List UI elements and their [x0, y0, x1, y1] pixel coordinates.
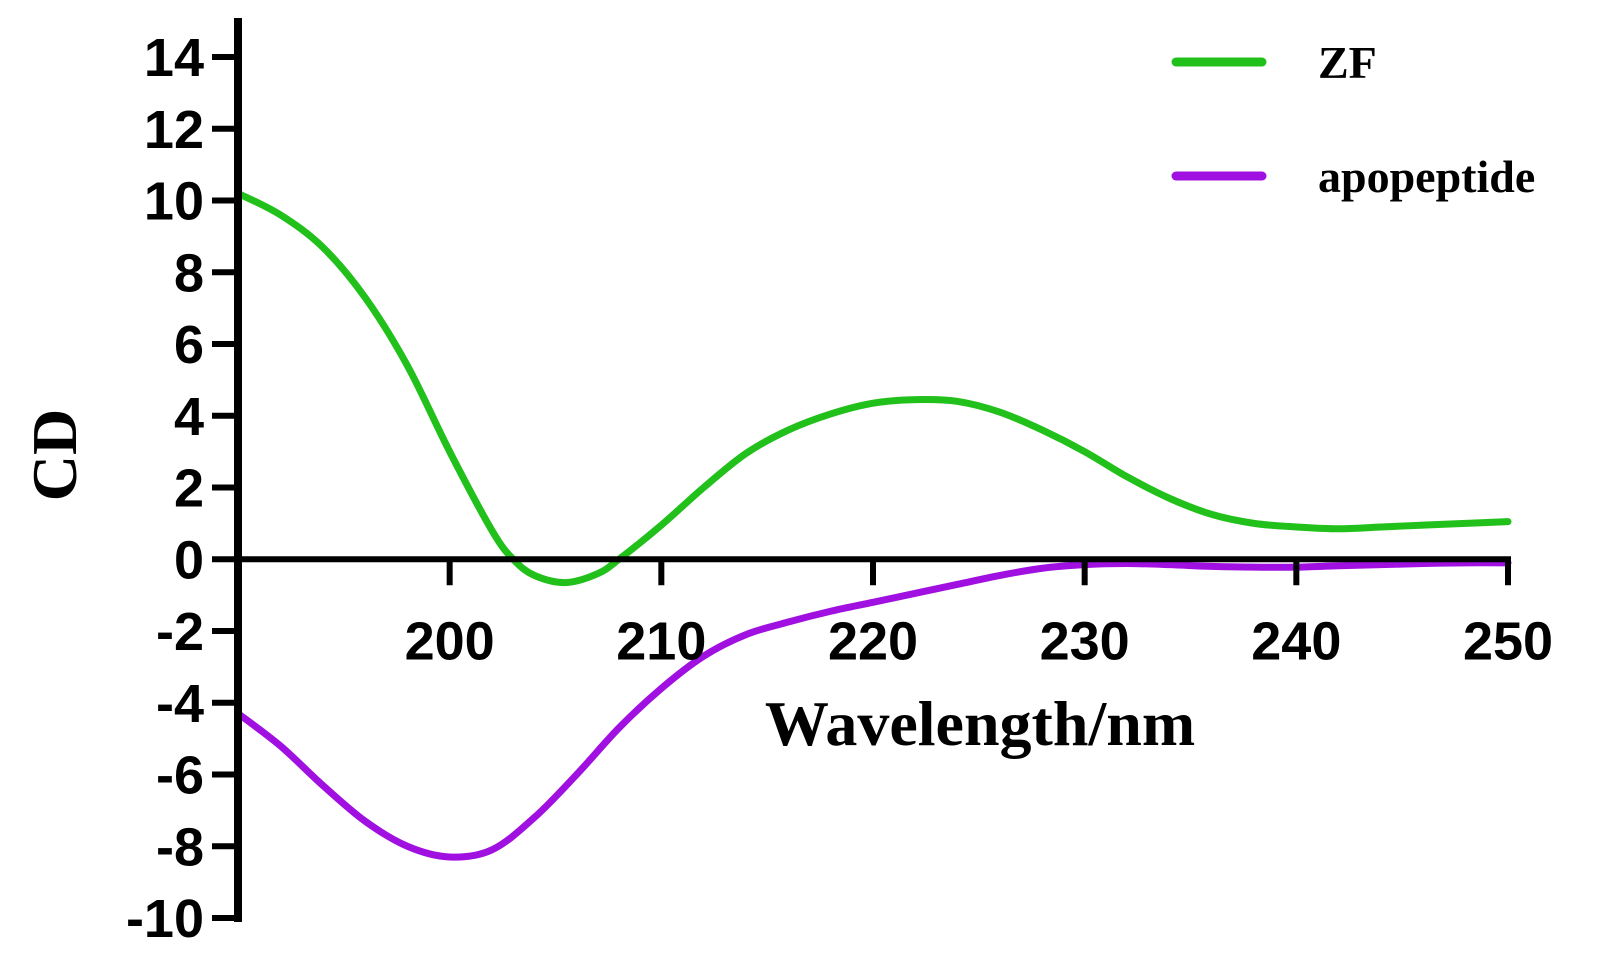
y-axis-title: CD [19, 409, 90, 501]
y-tick-label: 4 [174, 387, 204, 447]
y-ticks: 14 12 10 8 6 4 2 0 -2 -4 -6 -8 -10 [126, 28, 238, 949]
y-tick-label: 10 [144, 172, 204, 232]
x-tick-label: 230 [1040, 611, 1130, 671]
y-tick-label: 8 [174, 243, 204, 303]
y-tick-label: 14 [144, 28, 204, 88]
y-tick-label: -2 [156, 602, 204, 662]
y-tick-label: 6 [174, 315, 204, 375]
y-tick-label: -6 [156, 746, 204, 806]
series-line-zf [234, 189, 1512, 587]
x-axis-title: Wavelength/nm [765, 688, 1195, 759]
legend-label: ZF [1318, 37, 1377, 88]
x-ticks: 200 210 220 230 240 250 [405, 559, 1553, 671]
y-tick-label: -10 [126, 889, 204, 949]
y-tick-label: -4 [156, 674, 204, 734]
x-tick-label: 220 [828, 611, 918, 671]
y-tick-label: -8 [156, 817, 204, 877]
legend-label: apopeptide [1318, 151, 1535, 202]
y-tick-label: 12 [144, 100, 204, 160]
x-tick-label: 200 [405, 611, 495, 671]
legend: ZF apopeptide [1171, 37, 1535, 202]
x-tick-label: 250 [1463, 611, 1553, 671]
x-tick-label: 210 [616, 611, 706, 671]
y-tick-label: 2 [174, 459, 204, 519]
x-tick-label: 240 [1251, 611, 1341, 671]
y-tick-label: 0 [174, 530, 204, 590]
